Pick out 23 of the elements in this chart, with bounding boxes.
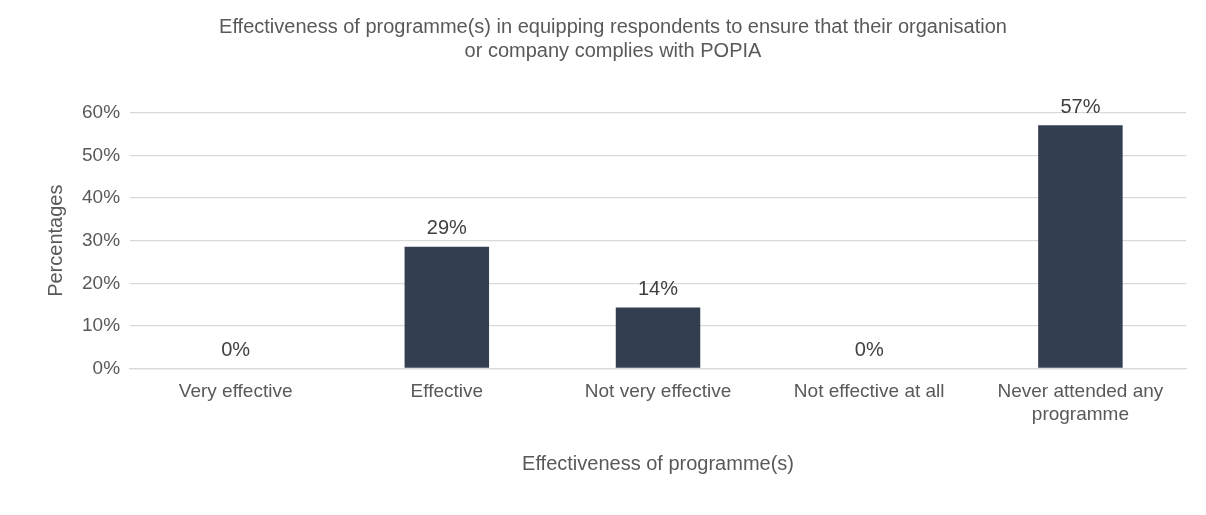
y-tick-label: 0% [92,356,121,378]
data-label: 57% [1060,94,1101,117]
y-tick-label: 40% [82,186,121,208]
bar [1038,125,1123,368]
chart-title: Effectiveness of programme(s) in equipping respondents to ensure that their organisation or company complies with POPIA [219,14,1007,61]
x-tick-label: Effective [410,380,484,402]
x-tick-label: Not very effective [584,380,732,402]
x-axis-title: Effectiveness of programme(s) [522,451,794,474]
data-label: 0% [221,337,251,360]
y-tick-label: 30% [82,228,121,250]
data-label: 29% [426,216,468,239]
y-tick-label: 20% [82,271,121,293]
y-tick-label: 60% [82,101,121,123]
y-axis-title: Percentages [43,184,66,297]
data-label: 0% [854,337,884,360]
x-tick-label: Never attended any programme [997,380,1164,424]
bar [404,246,490,368]
y-tick-label: 10% [82,314,121,336]
y-tick-label: 50% [82,143,121,165]
x-tick-label: Very effective [178,380,293,402]
x-tick-label: Not effective at all [793,380,945,402]
bar [615,307,701,368]
data-label: 14% [638,277,679,300]
